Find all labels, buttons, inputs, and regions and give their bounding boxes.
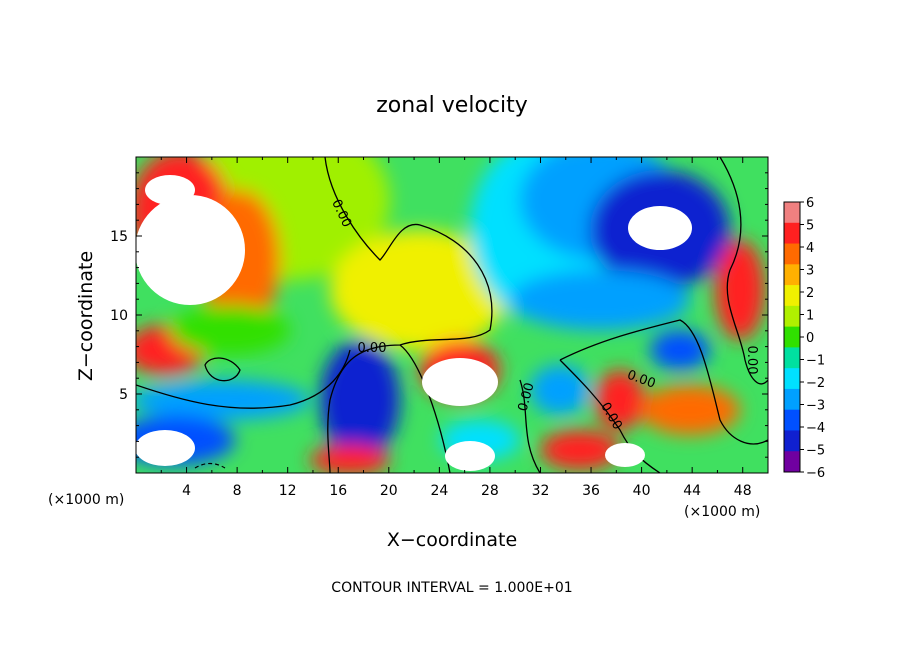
out-of-range-patch: [445, 441, 495, 471]
x-tick-label: 36: [582, 483, 600, 499]
contour-line: [559, 319, 768, 445]
colorbar-swatch: [784, 388, 800, 411]
colorbar-tick-label: 5: [806, 219, 814, 234]
contour-line: [719, 157, 768, 385]
field-region: [320, 340, 400, 460]
colorbar-swatch: [784, 264, 800, 286]
colorbar-tick-label: 6: [806, 196, 814, 211]
out-of-range-patch: [422, 358, 498, 406]
colorbar-tick-label: −2: [806, 376, 825, 391]
colorbar-swatch: [784, 326, 800, 348]
colorbar-swatch: [784, 305, 800, 328]
contour-line-negative: [194, 462, 226, 469]
contour-label: 0.00: [516, 381, 538, 413]
zero-contours: [136, 157, 768, 473]
contour-line: [324, 157, 493, 473]
out-of-range-patch: [605, 443, 645, 467]
x-tick-label: 40: [633, 483, 651, 499]
y-tick-label: 5: [119, 387, 128, 403]
x-tick-label: 4: [182, 483, 191, 499]
out-of-range-patch: [628, 206, 692, 250]
colorbar-swatch: [784, 451, 800, 473]
colorbar-swatch: [784, 430, 800, 452]
colorbar-tick-label: −5: [806, 444, 825, 459]
colorbar-tick-label: 4: [806, 241, 814, 256]
field-region: [650, 330, 710, 370]
colorbar: 6 5 4 3 2 1 0 −1 −2 −3 −4 −5 −6: [783, 196, 825, 481]
colorbar-tick-label: −4: [806, 421, 825, 436]
field-region: [530, 365, 590, 415]
colorbar-tick-label: −1: [806, 354, 825, 369]
field-region: [330, 230, 510, 350]
x-tick-label: 12: [279, 483, 297, 499]
x-axis-unit-left: (×1000 m): [48, 492, 124, 508]
colorbar-swatch: [784, 222, 800, 245]
colorbar-swatch: [784, 243, 800, 265]
colorbar-tick-label: −3: [806, 399, 825, 414]
field-region: [595, 370, 645, 430]
colorbar-swatch: [784, 347, 800, 369]
field-region: [136, 380, 310, 420]
x-tick-label: 32: [532, 483, 550, 499]
x-axis: 4 8 12 16 20 24 28 32 36 40 44 48: [160, 157, 752, 499]
x-tick-label: 24: [430, 483, 448, 499]
out-of-range-patch: [136, 195, 245, 305]
x-tick-label: 8: [233, 483, 242, 499]
x-tick-label: 44: [683, 483, 701, 499]
x-axis-label: X−coordinate: [387, 529, 517, 551]
field-region: [715, 240, 765, 340]
x-axis-unit-right: (×1000 m): [684, 504, 760, 520]
colorbar-tick-label: 1: [806, 309, 814, 324]
y-axis-label: Z−coordinate: [75, 251, 97, 381]
field-region: [170, 305, 290, 355]
contour-label: 0.00: [358, 341, 387, 356]
x-tick-label: 48: [734, 483, 752, 499]
y-axis: 5 10 15: [110, 172, 768, 458]
out-of-range-patch: [136, 430, 195, 466]
y-tick-label: 15: [110, 229, 128, 245]
x-tick-label: 20: [380, 483, 398, 499]
contour-line: [136, 349, 351, 409]
contour-line: [519, 379, 541, 473]
contour-line: [204, 357, 241, 382]
colorbar-tick-label: −6: [806, 466, 825, 481]
colorbar-swatch: [784, 409, 800, 431]
out-of-range-patch: [145, 175, 195, 205]
chart-title: zonal velocity: [376, 93, 528, 118]
colorbar-swatch: [784, 285, 800, 307]
colorbar-tick-label: 0: [806, 331, 814, 346]
y-tick-label: 10: [110, 308, 128, 324]
colorbar-tick-label: 3: [806, 264, 814, 279]
field-region: [310, 445, 390, 473]
x-tick-label: 28: [481, 483, 499, 499]
colorbar-tick-label: 2: [806, 286, 814, 301]
contour-line: [559, 359, 661, 473]
field-region: [510, 270, 690, 330]
plot-area: [136, 157, 768, 473]
field-region: [540, 430, 620, 470]
x-tick-label: 16: [329, 483, 347, 499]
contour-label: 0.00: [744, 346, 759, 375]
colorbar-swatch: [784, 202, 800, 224]
colorbar-swatch: [784, 368, 800, 390]
contour-interval-note: CONTOUR INTERVAL = 1.000E+01: [331, 580, 572, 596]
